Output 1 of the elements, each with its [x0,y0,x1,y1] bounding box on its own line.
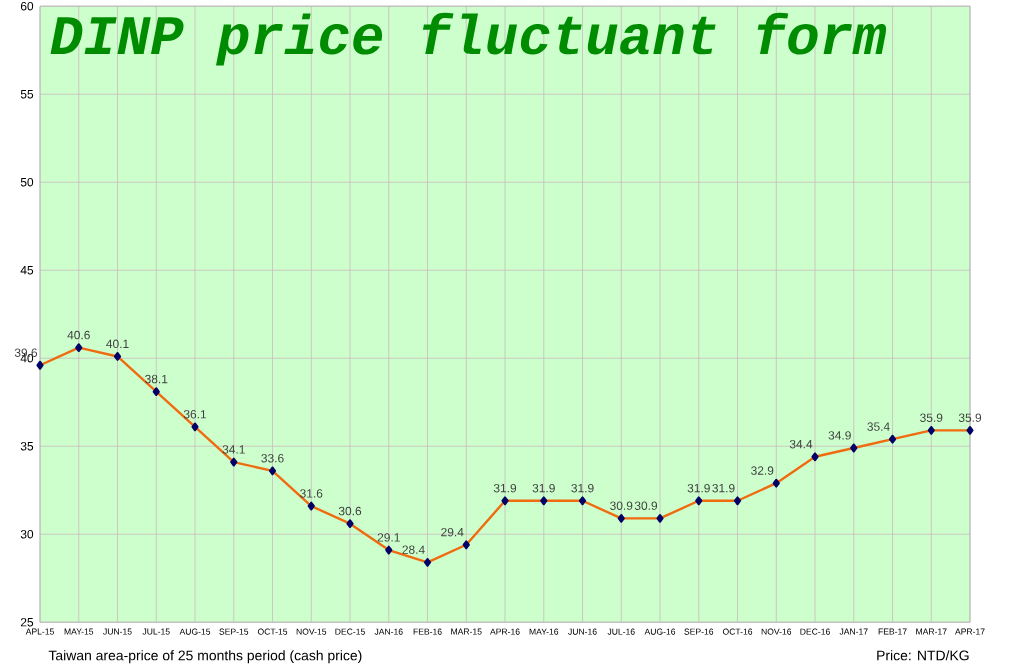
chart-title: DINP price fluctuant form [50,12,887,66]
